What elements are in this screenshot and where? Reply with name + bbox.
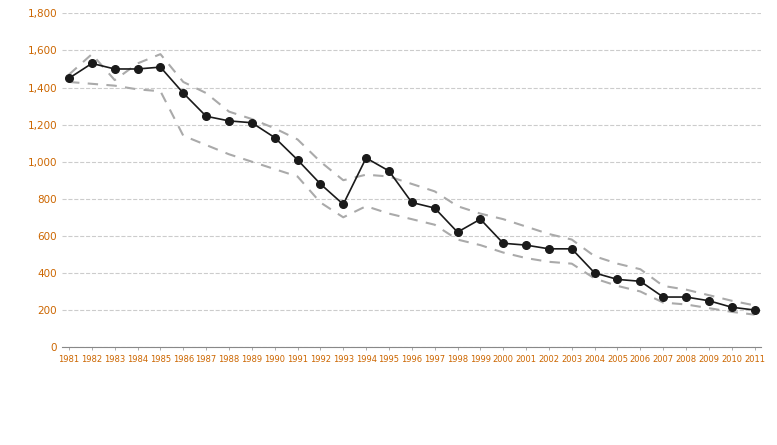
upper	[453, 203, 462, 209]
upper	[613, 261, 622, 266]
lower	[407, 217, 416, 222]
lower	[110, 83, 120, 88]
upper	[704, 292, 713, 298]
child KSI	[430, 206, 439, 211]
child KSI	[179, 90, 188, 96]
upper	[499, 217, 508, 222]
lower	[315, 200, 325, 205]
lower	[727, 309, 737, 315]
upper	[361, 172, 371, 177]
upper	[521, 224, 531, 229]
lower	[430, 222, 439, 227]
child KSI	[293, 157, 302, 162]
upper	[430, 189, 439, 194]
upper	[225, 109, 234, 114]
upper	[293, 137, 302, 142]
lower	[361, 203, 371, 209]
lower	[659, 300, 668, 305]
lower	[87, 81, 96, 86]
upper	[110, 77, 120, 83]
upper	[247, 116, 256, 121]
upper	[544, 231, 553, 237]
lower	[179, 133, 188, 138]
upper	[590, 254, 599, 259]
child KSI	[247, 120, 256, 125]
upper	[727, 298, 737, 303]
upper	[659, 283, 668, 289]
child KSI	[453, 230, 462, 235]
lower	[133, 87, 142, 92]
child KSI	[499, 241, 508, 246]
child KSI	[407, 200, 416, 205]
lower	[385, 211, 394, 216]
upper	[636, 267, 645, 272]
lower	[339, 214, 348, 220]
upper	[155, 52, 165, 57]
lower	[681, 302, 691, 307]
lower	[155, 89, 165, 94]
upper	[339, 178, 348, 183]
upper	[64, 72, 74, 77]
lower	[636, 289, 645, 294]
child KSI	[270, 135, 280, 140]
child KSI	[476, 217, 485, 222]
child KSI	[315, 181, 325, 186]
child KSI	[339, 202, 348, 207]
child KSI	[361, 155, 371, 161]
upper	[270, 125, 280, 131]
child KSI	[636, 279, 645, 284]
upper	[201, 90, 211, 96]
child KSI	[704, 298, 713, 303]
lower	[64, 79, 74, 85]
upper	[407, 181, 416, 186]
upper	[315, 159, 325, 164]
upper	[179, 79, 188, 85]
Line: child KSI: child KSI	[65, 60, 758, 314]
child KSI	[750, 307, 759, 313]
child KSI	[201, 113, 211, 119]
upper	[681, 287, 691, 292]
lower	[613, 283, 622, 289]
child KSI	[567, 246, 577, 251]
upper	[87, 52, 96, 57]
upper	[567, 237, 577, 242]
child KSI	[727, 304, 737, 310]
lower	[704, 305, 713, 311]
lower	[476, 243, 485, 248]
lower	[567, 261, 577, 266]
lower	[270, 166, 280, 172]
child KSI	[155, 65, 165, 70]
lower	[247, 159, 256, 164]
upper	[385, 174, 394, 179]
lower	[453, 237, 462, 242]
upper	[476, 211, 485, 216]
lower	[590, 276, 599, 281]
child KSI	[613, 277, 622, 282]
child KSI	[87, 61, 96, 66]
child KSI	[64, 76, 74, 81]
Line: lower: lower	[69, 82, 754, 315]
child KSI	[544, 246, 553, 251]
upper	[750, 303, 759, 308]
lower	[521, 255, 531, 261]
lower	[544, 259, 553, 264]
child KSI	[681, 295, 691, 300]
child KSI	[225, 118, 234, 124]
child KSI	[385, 168, 394, 174]
child KSI	[590, 270, 599, 275]
child KSI	[659, 295, 668, 300]
Line: upper: upper	[69, 54, 754, 305]
child KSI	[110, 66, 120, 72]
child KSI	[133, 66, 142, 72]
lower	[225, 152, 234, 157]
lower	[750, 312, 759, 317]
upper	[133, 61, 142, 66]
lower	[293, 174, 302, 179]
child KSI	[521, 243, 531, 248]
lower	[201, 142, 211, 148]
lower	[499, 250, 508, 255]
